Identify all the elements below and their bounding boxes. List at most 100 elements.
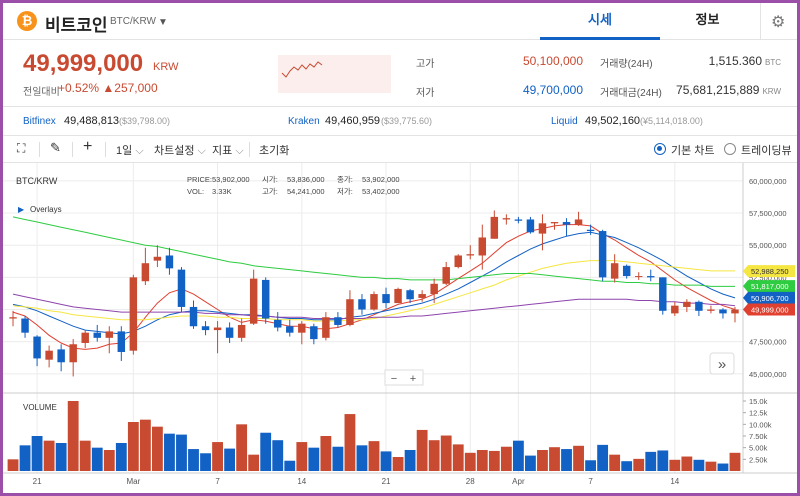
volume-bar xyxy=(500,446,512,471)
exchange-name[interactable]: Kraken xyxy=(288,116,320,127)
exchange-name[interactable]: Bitfinex xyxy=(23,116,56,127)
candle-body xyxy=(622,265,631,277)
volume-bar xyxy=(476,450,488,471)
basic-chart-radio[interactable] xyxy=(654,143,666,155)
x-tick-label: Apr xyxy=(512,477,525,486)
candle-body xyxy=(33,336,41,359)
info-close: 53,902,000 xyxy=(362,175,400,184)
up-arrow-icon: ▲ xyxy=(102,81,115,95)
info-low-label: 저가: xyxy=(337,187,353,196)
volume-bar xyxy=(151,426,163,471)
volume-bar xyxy=(573,445,584,471)
price-badge xyxy=(743,280,795,293)
price-badge xyxy=(743,291,795,304)
exchange-price: 49,488,813 xyxy=(64,115,120,127)
coin-name[interactable]: 비트코인 xyxy=(45,16,108,35)
scroll-latest-button[interactable] xyxy=(709,352,735,375)
volume-bar xyxy=(284,460,296,471)
volume-bar xyxy=(717,463,729,471)
candles xyxy=(9,210,739,377)
volume-tick-label: 12.5k xyxy=(749,409,768,418)
candle-body xyxy=(598,231,607,278)
x-tick-label: 14 xyxy=(670,477,679,486)
volume-bar xyxy=(296,442,308,471)
volume-bar xyxy=(7,459,19,471)
candle-body xyxy=(610,263,619,279)
chevron-down-icon[interactable]: ▼ xyxy=(158,17,168,28)
tab-quote[interactable]: 시세 xyxy=(540,3,660,40)
candle-body xyxy=(322,317,330,338)
candle-body xyxy=(141,263,150,282)
candle-body xyxy=(93,332,101,338)
overlays-toggle-icon[interactable]: ▶ xyxy=(18,205,25,214)
volume-bar xyxy=(705,461,717,471)
overlays-label[interactable]: Overlays xyxy=(30,205,62,214)
candle-body xyxy=(334,317,342,325)
stat-low-label: 저가 xyxy=(416,88,435,99)
fullscreen-icon[interactable]: ⛶ xyxy=(17,141,26,155)
candle-body xyxy=(562,222,571,225)
volume-bar xyxy=(657,450,669,471)
gear-icon[interactable]: ⚙ xyxy=(771,14,786,31)
stat-high-value: 50,100,000 xyxy=(522,54,583,68)
volume-bar xyxy=(512,440,524,471)
price-badge-label: 52,988,250 xyxy=(751,267,789,276)
volume-bar xyxy=(67,401,79,471)
candle-body xyxy=(225,327,234,338)
volume-bar xyxy=(127,422,139,471)
volume-bar xyxy=(248,454,260,471)
chart-symbol: BTC/KRW xyxy=(16,176,58,186)
zoom-in-button[interactable]: + xyxy=(410,373,416,385)
volume-bar xyxy=(224,448,236,471)
candle-body xyxy=(358,299,366,310)
info-high: 54,241,000 xyxy=(287,187,325,196)
volume-bar xyxy=(212,442,223,471)
volume-bar xyxy=(681,456,693,471)
indicators-dropdown[interactable]: 지표 ⌵ xyxy=(212,142,244,158)
volume-bar xyxy=(368,441,380,471)
interval-label: 1일 xyxy=(116,145,133,157)
tab-info[interactable]: 정보 xyxy=(695,12,720,27)
tradingview-radio[interactable] xyxy=(724,143,736,155)
chart-settings-dropdown[interactable]: 차트설정 ⌵ xyxy=(154,142,206,158)
chevron-down-icon: ⌵ xyxy=(135,145,144,157)
candle-body xyxy=(57,349,65,363)
crosshair-icon[interactable]: + xyxy=(83,138,93,155)
basic-chart-label[interactable]: 기본 차트 xyxy=(671,145,715,157)
price-badge xyxy=(743,265,795,278)
info-high-label: 고가: xyxy=(262,187,278,196)
chart-grid xyxy=(3,163,743,473)
y-tick-label: 55,000,000 xyxy=(749,241,787,250)
volume-bar xyxy=(188,449,199,471)
zoom-out-button[interactable]: − xyxy=(391,373,397,385)
candle-body xyxy=(418,294,426,298)
interval-dropdown[interactable]: 1일 ⌵ xyxy=(116,142,144,158)
exchange-name[interactable]: Liquid xyxy=(551,116,578,127)
price-chart[interactable]: 60,000,000 57,500,000 55,000,000 52,500,000… xyxy=(3,163,797,496)
volume-label: VOLUME xyxy=(23,403,57,412)
volume-bar xyxy=(621,461,633,471)
price-unit: KRW xyxy=(153,61,179,73)
reset-button[interactable]: 초기화 xyxy=(259,145,290,157)
exchange-usd: (¥5,114,018.00) xyxy=(640,116,703,126)
stat-turnover-unit: KRW xyxy=(762,87,781,96)
candle-body xyxy=(189,306,198,327)
volume-bar xyxy=(139,419,151,471)
price-badges: 52,988,250 51,817,000 50,906,700 49,999,000 xyxy=(743,265,795,316)
pencil-icon[interactable]: ✎ xyxy=(50,140,61,155)
volume-tick-label: 7.50k xyxy=(749,432,768,441)
tradingview-label[interactable]: 트레이딩뷰 xyxy=(741,145,792,157)
y-tick-label: 60,000,000 xyxy=(749,177,787,186)
info-open: 53,836,000 xyxy=(287,175,325,184)
candle-body xyxy=(298,323,306,333)
info-vol: 3.33K xyxy=(212,187,232,196)
volume-bar xyxy=(645,451,657,471)
y-tick-label: 57,500,000 xyxy=(749,209,787,218)
stat-volume-label: 거래량(24H) xyxy=(600,59,653,70)
zoom-controls: − + xyxy=(384,369,424,386)
volume-bar xyxy=(79,440,91,471)
candle-body xyxy=(69,344,77,363)
candle-body xyxy=(719,309,727,314)
ohlc-info: PRICE: 53,902,000 VOL: 3.33K 시가: 53,836,… xyxy=(187,175,400,196)
